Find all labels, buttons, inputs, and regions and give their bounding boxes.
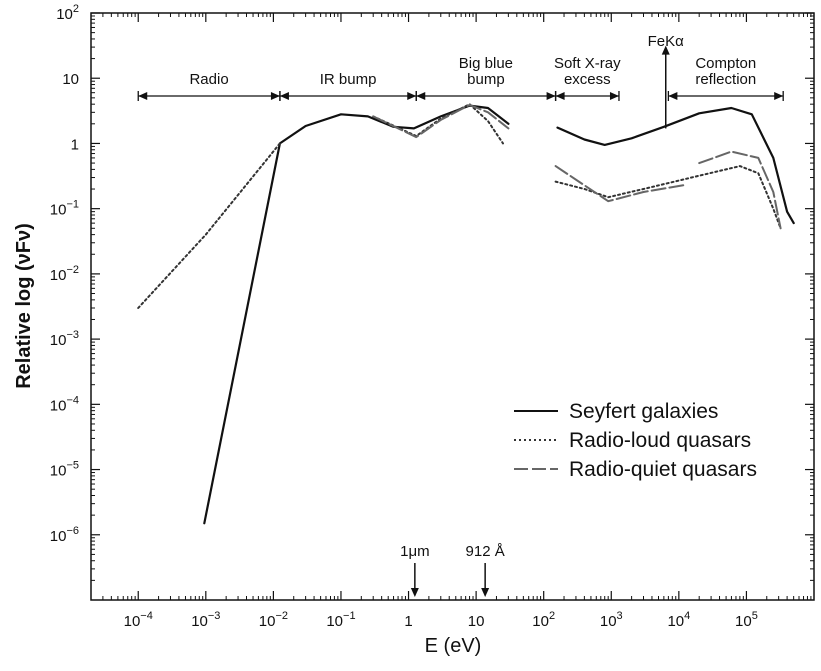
y-tick-label: 10−3 [50,329,79,349]
band-arrow-head-right [609,92,619,100]
series-line-3-segment-3 [698,150,782,230]
band-arrow-head-left [416,92,426,100]
legend-label: Seyfert galaxies [569,400,718,423]
band-label: excess [564,71,611,88]
series-line-2-segment-3 [554,165,782,230]
band-label: Radio [189,71,228,88]
x-tick-label: 10 [468,613,485,630]
band-arrow-head-left [138,92,148,100]
series-line-3-segment-2 [554,165,686,203]
x-tick-label: 1 [404,613,412,630]
y-tick-label: 10−1 [50,199,79,219]
y-tick-label: 10−4 [50,394,79,414]
x-tick-label: 10−3 [191,610,220,630]
y-tick-label: 10 [62,71,79,88]
band-label: Compton [695,55,756,72]
y-tick-label: 10−5 [50,460,79,480]
x-tick-label: 10−1 [326,610,355,630]
y-tick-label: 1 [71,136,79,153]
x-tick-label: 103 [600,610,623,630]
series-line-3-segment-1 [372,103,510,139]
axis-ticks: 10−4 10−3 10−2 10−1 1 10 102 103 104 105 102 10 1 10−… [50,3,814,630]
series-line-1-segment-2 [556,106,795,225]
series-line-1-segment-1 [203,104,510,525]
plot-area-frame [90,12,815,601]
band-arrow-head-left [668,92,678,100]
y-tick-label: 10−2 [50,264,79,284]
legend-label: Radio-loud quasars [569,429,751,452]
band-arrow-head-left [279,92,289,100]
band-arrow-head-right [407,92,417,100]
wavelength-marker-label: 912 Å [466,543,505,560]
legend: Seyfert galaxies Radio-loud quasars Radio-… [514,400,757,481]
y-tick-label: 102 [56,3,79,23]
band-label: Big blue [459,55,513,72]
legend-label: Radio-quiet quasars [569,458,757,481]
fe-line-arrow-head [661,45,670,55]
band-arrow-head-right [774,92,784,100]
series-line-2-segment-1 [137,142,281,309]
band-arrow-head-right [270,92,280,100]
band-arrow-head-right [546,92,556,100]
wavelength-marker-label: 1μm [400,543,429,560]
x-tick-label: 105 [735,610,758,630]
band-label: Soft X-ray [554,55,621,72]
band-label: IR bump [320,71,377,88]
fe-line-label: FeKα [648,33,685,50]
y-axis-title: Relative log (νFν) [13,223,35,389]
wavelength-marker-arrow-head [481,588,490,597]
y-tick-label: 10−6 [50,525,79,545]
band-label: reflection [695,71,756,88]
x-tick-label: 10−4 [124,610,153,630]
x-axis-title: E (eV) [425,635,482,657]
band-label: bump [467,71,505,88]
band-arrow-head-left [555,92,565,100]
x-tick-label: 104 [667,610,690,630]
series-layer [137,103,795,525]
series-line-2-segment-2 [372,103,504,145]
wavelength-marker-arrow-head [410,588,419,597]
x-tick-label: 102 [532,610,555,630]
x-tick-label: 10−2 [259,610,288,630]
